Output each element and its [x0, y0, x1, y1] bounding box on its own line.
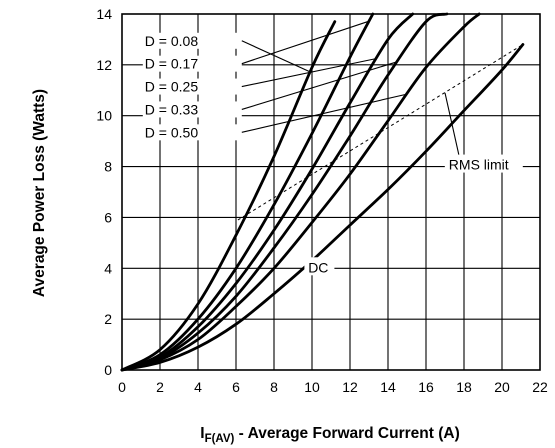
curve-d-0-08 — [120, 20, 337, 372]
y-axis-title: Average Power Loss (Watts) — [31, 89, 48, 297]
y-tick-label-14: 14 — [96, 6, 112, 22]
tick-labels: 0 2 4 6 8 10 12 14 16 18 20 22 0 2 4 6 8 10 12 14 — [96, 6, 548, 395]
rms-limit-layer — [237, 44, 524, 221]
y-tick-label-0: 0 — [104, 362, 112, 378]
label-d-0-50: D = 0.50 — [145, 124, 199, 140]
x-axis-title-rest: - Average Forward Current (A) — [234, 425, 459, 442]
x-tick-label-20: 20 — [494, 379, 510, 395]
curve-d-0-50 — [120, 12, 481, 372]
rms-limit-line — [237, 44, 524, 221]
label-bg-d-0-50 — [142, 124, 242, 141]
label-bg-d-0-25 — [142, 78, 242, 95]
leader-d-0-08 — [241, 40, 311, 73]
x-tick-label-2: 2 — [156, 379, 164, 395]
plot-frame — [121, 13, 541, 371]
x-tick-label-22: 22 — [532, 379, 548, 395]
y-tick-label-6: 6 — [104, 209, 112, 225]
label-d-0-33: D = 0.33 — [145, 101, 199, 117]
curve-d-0-33 — [120, 12, 449, 372]
label-d-0-17: D = 0.17 — [145, 56, 199, 72]
x-tick-label-0: 0 — [118, 379, 126, 395]
curve-d-0-17 — [120, 12, 375, 372]
x-tick-label-10: 10 — [304, 379, 320, 395]
x-axis-title-sub: F(AV) — [205, 433, 235, 445]
label-d-0-08: D = 0.08 — [145, 33, 199, 49]
curve-labels: D = 0.08 D = 0.17 D = 0.25 D = 0.33 D = 0.50… — [142, 20, 523, 276]
x-tick-label-16: 16 — [418, 379, 434, 395]
label-bg-d-0-17 — [142, 55, 242, 72]
label-bg-d-0-33 — [142, 101, 242, 118]
x-axis-title: IF(AV) - Average Forward Current (A) — [200, 425, 459, 445]
leader-d-0-33 — [241, 61, 398, 110]
leader-d-0-50 — [241, 93, 408, 133]
x-tick-label-14: 14 — [380, 379, 396, 395]
y-tick-label-12: 12 — [96, 57, 112, 73]
leader-d-0-17 — [241, 20, 370, 65]
y-tick-label-2: 2 — [104, 311, 112, 327]
label-dc: DC — [308, 259, 328, 275]
y-tick-label-10: 10 — [96, 108, 112, 124]
leader-rms-limit — [444, 92, 460, 155]
x-tick-label-8: 8 — [270, 379, 278, 395]
x-tick-label-4: 4 — [194, 379, 202, 395]
x-tick-label-12: 12 — [342, 379, 358, 395]
curve-d-0-25 — [120, 12, 415, 372]
label-bg-rms-limit — [444, 154, 523, 173]
label-rms-limit: RMS limit — [449, 157, 509, 173]
label-d-0-25: D = 0.25 — [145, 79, 199, 95]
y-tick-label-8: 8 — [104, 159, 112, 175]
label-bg-dc — [304, 257, 335, 276]
x-axis-title-main: I — [200, 425, 204, 442]
leader-d-0-25 — [241, 57, 377, 88]
x-tick-label-18: 18 — [456, 379, 472, 395]
x-tick-label-6: 6 — [232, 379, 240, 395]
curves — [120, 12, 525, 372]
y-tick-label-4: 4 — [104, 260, 112, 276]
label-bg-d-0-08 — [142, 32, 242, 49]
curve-dc — [120, 43, 525, 372]
